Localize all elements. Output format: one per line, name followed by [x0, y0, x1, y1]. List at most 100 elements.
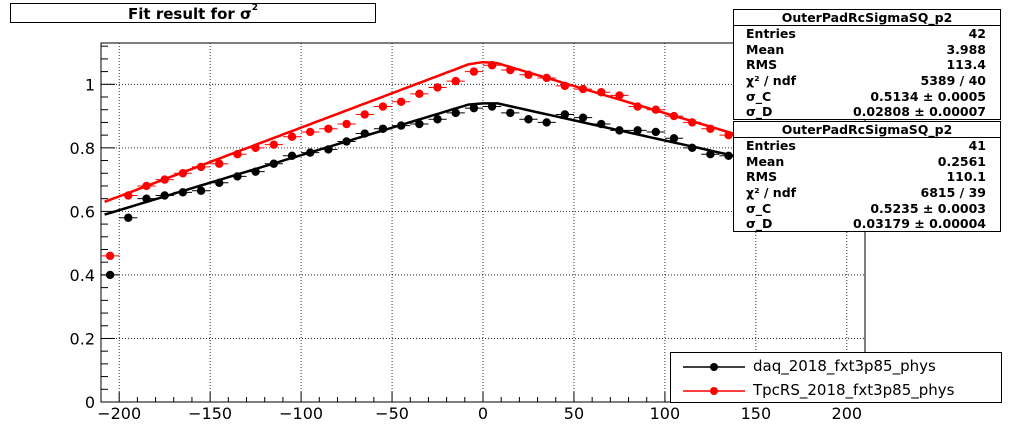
- stats-key: RMS: [746, 169, 778, 185]
- x-tick-labels: −200 −150 −100 −50 0 50 100 150 200: [97, 404, 862, 423]
- data-point-tpcrs: [178, 169, 188, 178]
- x-tick-label: −200: [97, 404, 141, 423]
- data-point-tpcrs: [560, 81, 570, 91]
- stats-key: χ² / ndf: [746, 73, 797, 89]
- data-point-daq: [215, 178, 224, 187]
- stats-value: 5389 / 40: [920, 73, 986, 89]
- stats-key: σ_D: [746, 216, 773, 232]
- data-point-tpcrs: [251, 143, 260, 153]
- data-point-daq: [415, 119, 424, 129]
- data-point-daq: [360, 129, 369, 138]
- data-point-daq: [597, 119, 606, 129]
- data-point-daq: [124, 213, 133, 222]
- data-point-tpcrs: [433, 83, 442, 92]
- data-point-daq: [433, 115, 442, 124]
- stats-row: Entries 41: [734, 138, 1000, 154]
- data-point-daq: [233, 172, 242, 181]
- stats-row: RMS 113.4: [734, 57, 1000, 73]
- data-point-daq: [324, 145, 333, 154]
- data-point-tpcrs: [542, 73, 551, 83]
- data-point-daq: [451, 108, 460, 118]
- stats-value: 0.2561: [937, 153, 986, 169]
- data-point-tpcrs: [487, 61, 497, 70]
- data-point-daq: [160, 191, 169, 200]
- stats-key: Mean: [746, 41, 785, 57]
- y-tick-label: 0.6: [70, 202, 95, 221]
- stats-value: 0.5235 ± 0.0003: [870, 200, 986, 216]
- data-point-daq: [560, 110, 570, 119]
- stats-row: σ_C 0.5235 ± 0.0003: [734, 201, 1000, 217]
- data-point-tpcrs: [215, 159, 224, 168]
- data-point-tpcrs: [124, 191, 133, 200]
- axis-ticks: [100, 45, 866, 403]
- data-point-daq: [669, 134, 679, 143]
- data-point-daq: [578, 113, 588, 122]
- x-tick-label: −150: [188, 404, 232, 423]
- stats-value: 0.5134 ± 0.0005: [870, 88, 986, 104]
- data-point-tpcrs: [615, 91, 624, 100]
- y-tick-label: 0.4: [70, 266, 95, 285]
- data-point-daq: [378, 124, 388, 133]
- stats-value: 110.1: [946, 169, 986, 185]
- legend-marker-tpcrs: [683, 387, 745, 395]
- data-point-tpcrs: [524, 70, 533, 79]
- stats-key: Entries: [746, 138, 796, 153]
- stats-key: RMS: [746, 57, 778, 73]
- stats-value: 6815 / 39: [920, 185, 986, 201]
- data-point-tpcrs: [269, 140, 279, 149]
- data-point-tpcrs: [724, 130, 733, 140]
- stats-box-title: OuterPadRcSigmaSQ_p2: [734, 122, 1000, 138]
- data-point-tpcrs: [342, 119, 351, 129]
- data-point-tpcrs: [597, 88, 606, 97]
- chart-title: Fit result for σ2: [10, 3, 376, 23]
- stats-row: σ_D 0.03179 ± 0.00004: [734, 216, 1000, 232]
- y-tick-label: 0.8: [70, 139, 95, 158]
- data-point-daq: [396, 121, 406, 130]
- stats-row: σ_C 0.5134 ± 0.0005: [734, 89, 1000, 105]
- data-point-tpcrs: [105, 251, 115, 261]
- stats-row: σ_D 0.02808 ± 0.00007: [734, 104, 1000, 120]
- stats-key: Mean: [746, 153, 785, 169]
- data-point-daq: [687, 143, 697, 153]
- data-point-daq: [724, 151, 733, 160]
- data-point-daq: [524, 115, 533, 124]
- stats-row: χ² / ndf 6815 / 39: [734, 185, 1000, 201]
- title-text: Fit result for σ: [128, 5, 252, 23]
- stats-value: 0.02808 ± 0.00007: [852, 104, 986, 120]
- legend-item-tpcrs: TpcRS_2018_fxt3p85_phys: [671, 379, 1001, 403]
- stats-row: Mean 3.988: [734, 42, 1000, 58]
- x-tick-label: 0: [478, 404, 488, 423]
- stats-box-1: OuterPadRcSigmaSQ_p2 Entries 42 Mean 3.988…: [733, 9, 1001, 120]
- data-point-daq: [542, 118, 551, 127]
- data-point-daq: [651, 127, 661, 137]
- data-point-daq: [305, 148, 315, 157]
- data-point-daq: [142, 194, 151, 203]
- data-point-tpcrs: [196, 162, 206, 172]
- data-point-daq: [633, 126, 642, 135]
- stats-row: χ² / ndf 5389 / 40: [734, 73, 1000, 89]
- data-point-tpcrs: [305, 127, 315, 137]
- legend-label-tpcrs: TpcRS_2018_fxt3p85_phys: [753, 381, 955, 399]
- data-point-daq: [178, 188, 188, 197]
- data-point-tpcrs: [287, 132, 297, 141]
- stats-box-2: OuterPadRcSigmaSQ_p2 Entries 41 Mean 0.256…: [733, 121, 1001, 232]
- legend: daq_2018_fxt3p85_phys TpcRS_2018_fxt3p85…: [670, 352, 1002, 403]
- data-point-tpcrs: [633, 102, 642, 111]
- data-point-daq: [287, 151, 297, 160]
- data-point-tpcrs: [378, 102, 388, 111]
- data-point-tpcrs: [233, 149, 242, 159]
- y-tick-labels: 0 0.2 0.4 0.6 0.8 1: [70, 75, 95, 412]
- x-tick-label: −50: [375, 404, 409, 423]
- data-point-tpcrs: [396, 97, 406, 106]
- data-point-daq: [487, 102, 497, 111]
- data-point-daq: [251, 167, 260, 176]
- y-tick-label: 1: [85, 75, 95, 94]
- x-tick-label: 150: [741, 404, 772, 423]
- x-tick-label: −100: [279, 404, 323, 423]
- data-point-tpcrs: [506, 65, 515, 75]
- stats-key: σ_C: [746, 200, 772, 216]
- data-point-tpcrs: [142, 181, 151, 191]
- stats-row: Entries 42: [734, 26, 1000, 42]
- x-tick-label: 50: [564, 404, 584, 423]
- stats-key: σ_C: [746, 88, 772, 104]
